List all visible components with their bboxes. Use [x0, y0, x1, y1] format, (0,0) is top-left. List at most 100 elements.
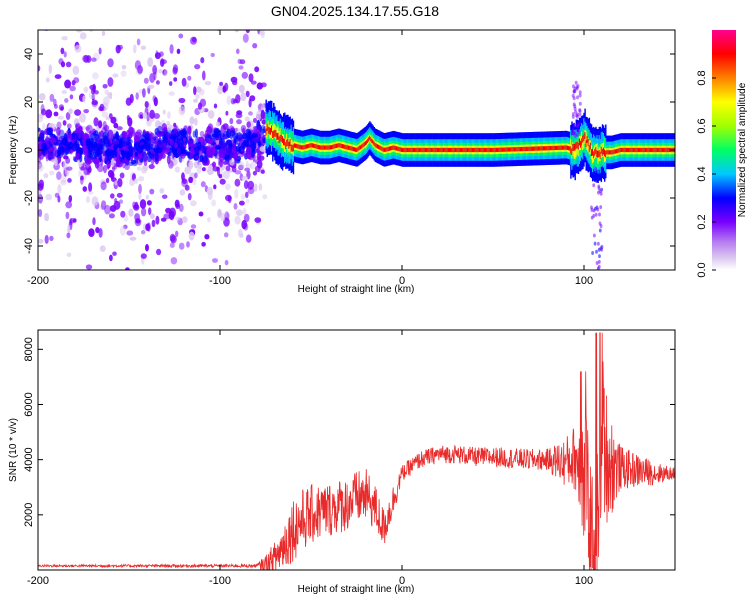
heatmap-cell [92, 72, 99, 80]
heatmap-cell [178, 203, 184, 212]
heatmap-cell [181, 172, 185, 182]
heatmap-cell [204, 81, 212, 86]
heatmap-cell [140, 45, 147, 51]
heatmap-cell [408, 147, 410, 153]
y-tick-label: -20 [23, 190, 35, 206]
heatmap-cell [262, 194, 268, 200]
heatmap-cell [180, 153, 186, 159]
heatmap-cell [379, 145, 381, 150]
heatmap-cell [82, 186, 88, 192]
heatmap-cell [422, 147, 425, 153]
heatmap-cell [337, 143, 339, 148]
heatmap-cell [53, 111, 59, 117]
heatmap-cell [141, 165, 148, 174]
heatmap-cell [194, 118, 198, 126]
heatmap-cell [399, 147, 402, 152]
heatmap-cell [109, 205, 117, 212]
heatmap-cell [287, 139, 289, 154]
heatmap-cell [219, 133, 225, 138]
heatmap-cell [65, 61, 72, 68]
heatmap-cell [212, 161, 216, 168]
heatmap-cell [141, 230, 146, 235]
heatmap-cell [256, 110, 262, 120]
heatmap-cell [215, 153, 222, 160]
heatmap-cell [133, 178, 139, 184]
heatmap-cell [597, 184, 601, 189]
heatmap-cell [125, 136, 131, 147]
heatmap-cell [53, 142, 59, 147]
heatmap-cell [133, 142, 138, 150]
heatmap-cell [79, 153, 83, 163]
heatmap-cell [151, 219, 156, 228]
heatmap-cell [233, 138, 237, 143]
heatmap-cell [100, 181, 107, 191]
heatmap-cell [328, 145, 331, 150]
heatmap-cell [86, 142, 94, 150]
heatmap-cell [76, 30, 83, 33]
heatmap-cell [236, 48, 240, 55]
heatmap-cell [162, 109, 166, 115]
heatmap-cell [468, 147, 470, 153]
heatmap-cell [451, 147, 453, 153]
heatmap-cell [134, 201, 139, 210]
heatmap-cell [261, 103, 265, 113]
heatmap-cell [65, 112, 71, 120]
heatmap-cell [69, 218, 73, 226]
heatmap-cell [578, 101, 582, 106]
heatmap-cell [325, 145, 327, 150]
heatmap-cell [572, 144, 574, 151]
heatmap-cell [62, 148, 68, 156]
heatmap-cell [591, 251, 594, 255]
heatmap-cell [144, 132, 151, 141]
heatmap-cell [411, 147, 414, 153]
heatmap-cell [56, 127, 61, 136]
heatmap-cell [238, 161, 245, 170]
heatmap-cell [150, 273, 156, 279]
heatmap-cell [570, 146, 572, 154]
heatmap-cell [297, 144, 299, 149]
heatmap-cell [475, 147, 477, 153]
heatmap-cell [38, 163, 44, 172]
heatmap-cell [57, 184, 62, 194]
heatmap-cell [575, 114, 579, 119]
heatmap-cell [174, 142, 178, 149]
heatmap-cell [351, 146, 354, 151]
heatmap-cell [637, 147, 640, 153]
heatmap-cell [578, 138, 581, 146]
heatmap-cell [49, 170, 55, 176]
heatmap-cell [654, 147, 656, 153]
heatmap-cell [186, 241, 190, 248]
heatmap-cell [571, 128, 575, 132]
y-tick-label: 2000 [23, 503, 35, 527]
heatmap-cell [72, 65, 80, 75]
heatmap-cell [274, 129, 276, 137]
heatmap-cell [215, 121, 221, 127]
heatmap-cell [179, 189, 186, 196]
heatmap-cell [624, 147, 627, 153]
heatmap-cell [149, 132, 155, 141]
heatmap-cell [49, 235, 54, 242]
heatmap-cell [378, 144, 380, 150]
heatmap-cell [556, 145, 558, 151]
heatmap-cell [540, 146, 543, 151]
heatmap-cell [194, 64, 201, 70]
heatmap-cell [462, 147, 464, 153]
heatmap-cell [480, 147, 482, 153]
heatmap-cell [170, 257, 178, 265]
heatmap-cell [238, 84, 245, 94]
heatmap-cell [59, 300, 66, 304]
heatmap-cell [418, 147, 420, 153]
heatmap-cell [392, 145, 394, 150]
heatmap-cell [142, 88, 146, 98]
heatmap-cell [452, 147, 454, 153]
heatmap-cell [529, 146, 532, 151]
heatmap-cell [251, 148, 256, 153]
heatmap-cell [293, 143, 296, 148]
heatmap-cell [169, 138, 174, 146]
y-tick-label: 4000 [23, 447, 35, 471]
heatmap-cell [198, 211, 204, 217]
heatmap-cell [584, 132, 586, 140]
heatmap-cell [344, 144, 346, 149]
heatmap-cell [455, 147, 457, 153]
heatmap-cell [40, 132, 45, 142]
